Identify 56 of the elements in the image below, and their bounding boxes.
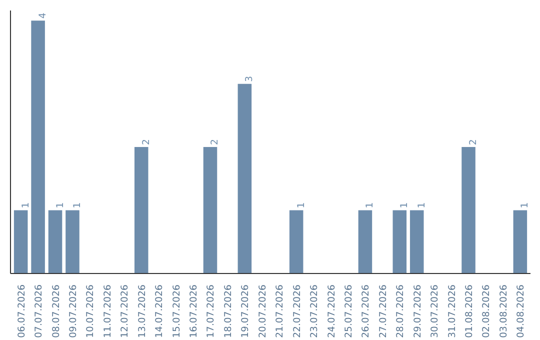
x-tick-label: 26.07.2026 [360,284,372,338]
data-label: 2 [468,139,480,146]
x-tick-label: 16.07.2026 [188,284,200,338]
data-label: 1 [296,202,307,208]
x-tick-label: 17.07.2026 [206,284,217,338]
data-label: 1 [54,202,66,208]
x-tick-label: 02.08.2026 [481,284,492,338]
bar [238,84,252,274]
x-tick-label: 25.07.2026 [343,284,354,338]
data-label: 4 [38,12,49,19]
data-label: 1 [399,202,410,208]
data-label: 2 [140,139,152,146]
x-tick-label: 19.07.2026 [240,284,252,338]
x-tick-label: 15.07.2026 [171,284,182,338]
x-tick-label: 31.07.2026 [446,284,458,338]
x-tick-label: 18.07.2026 [222,284,234,338]
x-tick-label: 29.07.2026 [412,284,424,338]
data-label: 2 [210,139,221,146]
bar [462,147,476,274]
x-tick-label: 06.07.2026 [16,284,28,338]
bar [31,20,45,274]
x-tick-label: 04.08.2026 [516,284,527,338]
x-tick-label: 28.07.2026 [395,284,406,338]
bar [358,210,372,274]
x-tick-label: 22.07.2026 [292,284,303,338]
x-tick-label: 14.07.2026 [154,284,166,338]
bar [66,210,80,274]
x-tick-label: 20.07.2026 [257,284,268,338]
x-tick-label: 01.08.2026 [464,284,476,338]
data-label: 1 [72,202,83,208]
data-label: 1 [520,202,531,208]
x-tick-label: 11.07.2026 [102,284,114,338]
x-tick-label: 10.07.2026 [85,284,96,338]
x-tick-label: 12.07.2026 [120,284,131,338]
data-label: 1 [20,202,32,208]
data-label: 1 [364,202,376,208]
x-tick-label: 07.07.2026 [34,284,45,338]
bar [289,210,304,274]
x-tick-label: 23.07.2026 [309,284,320,338]
x-tick-label: 03.08.2026 [498,284,510,338]
data-label: 3 [244,76,256,82]
x-tick-label: 27.07.2026 [378,284,389,338]
x-tick-label: 24.07.2026 [326,284,338,338]
bar [513,210,528,274]
bar [14,210,28,274]
bar [203,147,218,274]
bar [392,210,407,274]
bar [410,210,424,274]
x-tick-label: 09.07.2026 [68,284,79,338]
x-tick-label: 30.07.2026 [430,284,441,338]
bar [48,210,62,274]
bar [134,147,148,274]
x-tick-label: 13.07.2026 [136,284,148,338]
data-label: 1 [416,202,428,208]
x-tick-label: 08.07.2026 [50,284,62,338]
x-tick-label: 21.07.2026 [274,284,286,338]
